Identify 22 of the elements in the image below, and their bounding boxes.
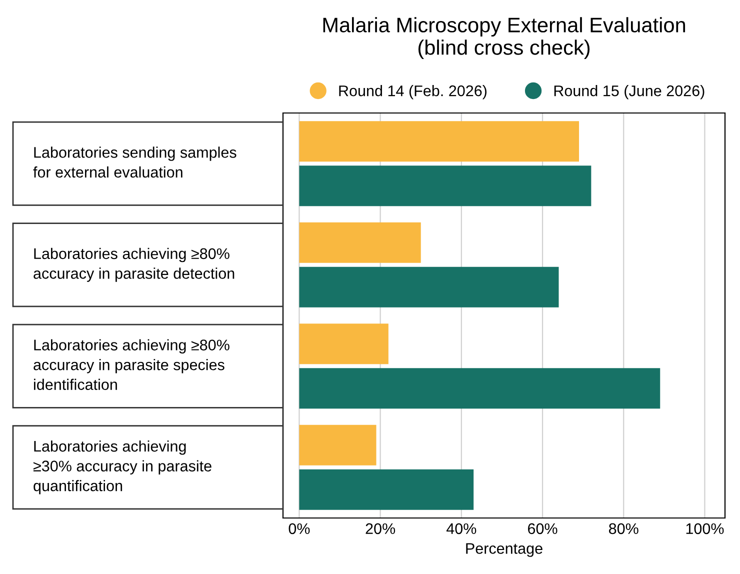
bar (299, 324, 388, 364)
x-tick-label: 100% (686, 523, 724, 534)
legend-label: Round 14 (Feb. 2026) (339, 85, 487, 100)
x-tick-label: 0% (288, 523, 310, 534)
x-tick-label: 20% (366, 523, 396, 534)
y-tick-label: Laboratories achieving ≥30% accuracy in parasite quantification (33, 440, 212, 494)
y-tick-label: Laboratories sending samples for external evaluation (33, 146, 236, 178)
bar (299, 266, 559, 308)
bar (299, 166, 592, 206)
bar (299, 222, 421, 263)
y-tick-label: Laboratories achieving ≥80% accuracy in parasite species identification (34, 339, 230, 390)
bar (299, 469, 474, 510)
x-axis-title: Percentage (466, 543, 542, 557)
x-tick-label: 80% (609, 523, 638, 534)
x-tick-label: 40% (446, 523, 476, 534)
x-tick-label: 60% (528, 523, 558, 534)
legend-label: Round 15 (June 2026) (554, 85, 704, 100)
chart-title: Malaria Microscopy External Evaluation (blind cross check) (323, 17, 686, 59)
bar (299, 424, 376, 466)
bar (299, 121, 580, 162)
bar (299, 368, 660, 409)
y-tick-label: Laboratories achieving ≥80% accuracy in parasite detection (34, 248, 234, 282)
